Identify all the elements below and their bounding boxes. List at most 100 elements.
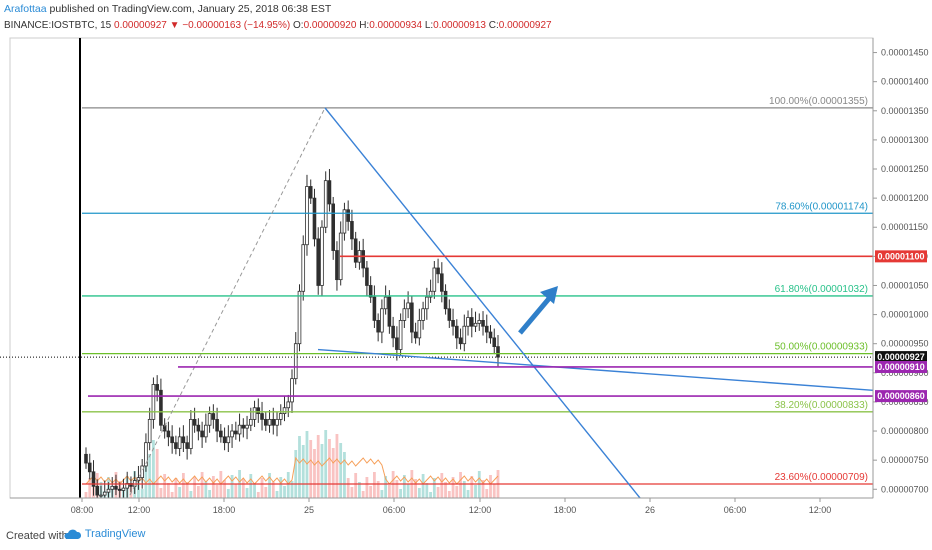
fib-level-label: 100.00%(0.00001355) xyxy=(769,96,868,107)
volume-bar xyxy=(159,488,163,498)
candle-body xyxy=(391,325,395,339)
candle-body xyxy=(106,488,111,493)
price-tag-label: 0.00000910 xyxy=(877,362,925,372)
candle-body xyxy=(402,308,407,321)
candle-body xyxy=(372,296,377,321)
volume-bar xyxy=(178,487,182,498)
candle-body xyxy=(121,487,126,491)
fib-level-label: 61.80%(0.00001032) xyxy=(775,284,868,295)
volume-bar xyxy=(436,487,440,498)
candle-body xyxy=(353,238,358,263)
volume-bar xyxy=(440,473,444,498)
candle-body xyxy=(230,430,234,438)
candle-body xyxy=(406,302,410,310)
candle-body xyxy=(181,436,186,444)
y-tick-label: 0.00000700 xyxy=(881,484,929,494)
x-tick-label: 06:00 xyxy=(383,505,406,515)
volume-bar xyxy=(447,491,451,498)
y-tick-label: 0.00001050 xyxy=(881,280,929,290)
fib-level-label: 23.60%(0.00000709) xyxy=(775,472,868,483)
volume-bar xyxy=(444,482,447,498)
volume-bar xyxy=(167,483,170,498)
candle-body xyxy=(278,413,283,420)
candle-body xyxy=(91,471,96,487)
candle-body xyxy=(204,424,208,438)
down-arrow-icon: ▼ xyxy=(169,20,180,31)
y-tick-label: 0.00001400 xyxy=(881,77,929,87)
candle-body xyxy=(323,180,328,228)
volume-bar xyxy=(268,473,271,498)
candle-body xyxy=(346,209,350,222)
candle-body xyxy=(365,267,369,286)
volume-bar xyxy=(279,477,283,498)
candle-body xyxy=(477,320,482,324)
volume-bar xyxy=(211,476,215,498)
volume-bar xyxy=(425,483,429,498)
low-label: L: xyxy=(424,20,434,31)
volume-bar xyxy=(474,485,477,498)
candle-body xyxy=(151,384,156,420)
volume-bar xyxy=(249,474,253,498)
candle-body xyxy=(102,491,107,496)
created-with-text: Created with xyxy=(6,530,68,542)
volume-bar xyxy=(298,436,301,498)
candle-body xyxy=(87,462,92,473)
volume-bar xyxy=(316,435,320,498)
volume-bar xyxy=(432,478,436,498)
volume-bar xyxy=(223,480,226,498)
candle-body xyxy=(222,436,227,444)
close-label: C: xyxy=(488,20,499,31)
volume-bar xyxy=(324,430,328,498)
fib-level-label: 38.20%(0.00000833) xyxy=(775,400,868,411)
author-link[interactable]: Arafottaa xyxy=(4,3,47,15)
candle-body xyxy=(237,424,242,435)
breakout-arrow-head xyxy=(540,286,558,304)
candle-body xyxy=(488,331,493,339)
high-value: 0.00000934 xyxy=(369,20,423,31)
candle-body xyxy=(241,424,246,429)
volume-bar xyxy=(373,472,376,498)
x-tick-label: 12:00 xyxy=(469,505,492,515)
candle-body xyxy=(252,407,257,420)
volume-bar xyxy=(196,486,200,498)
x-tick-label: 12:00 xyxy=(128,505,151,515)
volume-bar xyxy=(84,492,88,498)
volume-bar xyxy=(384,476,388,498)
candle-body xyxy=(312,197,317,240)
candle-body xyxy=(458,337,463,345)
volume-bar xyxy=(181,473,185,498)
candle-body xyxy=(496,346,500,358)
candle-body xyxy=(383,296,388,310)
last-price: 0.00000927 xyxy=(114,20,167,31)
volume-bar xyxy=(226,489,230,498)
volume-bar xyxy=(163,474,167,498)
volume-bar xyxy=(155,449,159,498)
volume-bar xyxy=(421,474,425,498)
candle-body xyxy=(331,203,335,251)
tradingview-logo[interactable]: TradingView xyxy=(64,528,145,540)
volume-bar xyxy=(271,482,275,498)
close-value: 0.00000927 xyxy=(498,20,552,31)
y-tick-label: 0.00001300 xyxy=(881,135,929,145)
candle-body xyxy=(207,413,212,426)
candle-body xyxy=(248,418,253,426)
volume-bar xyxy=(470,476,474,498)
candle-body xyxy=(234,430,238,435)
volume-bar xyxy=(350,487,354,498)
candle-body xyxy=(316,238,321,286)
published-text: published on TradingView.com, January 25… xyxy=(49,3,332,15)
price-chart[interactable]: 100.00%(0.00001355) 78.60%(0.00001174) 61.… xyxy=(0,0,932,520)
price-change: −0.00000163 (−14.95%) xyxy=(182,20,291,31)
candle-body xyxy=(136,477,141,481)
volume-bar xyxy=(185,482,189,498)
candle-body xyxy=(421,308,425,321)
fib-level-label: 50.00%(0.00000933) xyxy=(775,342,868,353)
volume-bar xyxy=(417,488,421,498)
volume-bar xyxy=(208,490,211,498)
candle-body xyxy=(376,320,380,333)
candle-body xyxy=(380,308,384,333)
volume-bar xyxy=(365,477,369,498)
candle-body xyxy=(466,317,470,327)
volume-bar xyxy=(466,490,470,498)
cloud-icon xyxy=(64,529,82,540)
